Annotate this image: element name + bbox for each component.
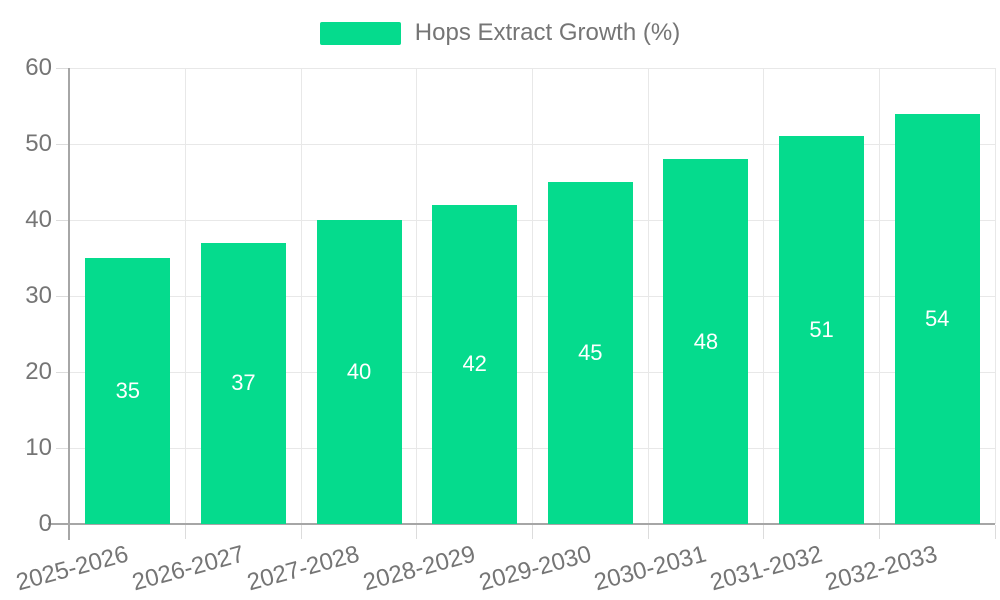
bar-value-label: 42 [462, 351, 487, 377]
x-tick-label-text: 2032-2033 [822, 540, 941, 597]
bar-value-label: 54 [924, 305, 950, 331]
bar-2031-2032[interactable]: 51 [779, 136, 865, 524]
y-tick-label: 30 [25, 282, 52, 309]
y-tick-label: 20 [25, 358, 52, 385]
gridline-vertical [647, 68, 649, 524]
y-axis-tick [56, 68, 69, 69]
bar-2026-2027[interactable]: 37 [200, 242, 286, 524]
x-axis-tick [994, 525, 996, 539]
x-axis-tick [647, 525, 649, 539]
gridline-vertical [185, 68, 187, 524]
x-axis-tick [300, 525, 302, 539]
x-axis-line [48, 523, 995, 525]
plot-area: 35 37 40 42 45 48 51 54 [48, 68, 996, 540]
bar-value-label: 51 [809, 317, 834, 343]
x-axis-tick [878, 525, 880, 539]
gridline-vertical [416, 68, 418, 524]
gridline-vertical [763, 68, 765, 524]
bar-2027-2028[interactable]: 40 [316, 220, 402, 524]
legend-item[interactable]: Hops Extract Growth (%) [0, 19, 1000, 47]
legend-label: Hops Extract Growth (%) [414, 19, 681, 46]
bar-value-label: 45 [578, 340, 603, 365]
gridline-vertical [994, 68, 996, 524]
bar-value-label: 35 [115, 378, 141, 403]
y-axis-line [68, 68, 70, 540]
legend-swatch-icon [319, 21, 401, 45]
x-axis-tick [532, 525, 533, 539]
gridline-vertical [532, 68, 533, 524]
bar-value-label: 48 [693, 328, 719, 354]
bar-2030-2031[interactable]: 48 [663, 159, 749, 524]
bar-value-label: 37 [231, 370, 256, 396]
bar-2029-2030[interactable]: 45 [547, 182, 633, 524]
y-axis-tick [56, 144, 69, 145]
y-axis-tick [56, 448, 69, 449]
bar-2025-2026[interactable]: 35 [85, 258, 171, 524]
bar-value-label: 40 [346, 359, 372, 384]
x-axis-tick [185, 525, 187, 539]
gridline-vertical [300, 68, 302, 524]
y-axis-tick [56, 296, 69, 297]
x-axis-tick [763, 525, 765, 539]
y-axis-tick [56, 220, 69, 221]
gridline-vertical [878, 68, 880, 524]
x-axis-tick [416, 525, 418, 539]
bar-2032-2033[interactable]: 54 [894, 113, 980, 524]
y-tick-label: 50 [25, 130, 52, 157]
x-tick-label: 2032-2033 [687, 539, 941, 596]
y-tick-label: 0 [38, 510, 52, 537]
bar-2028-2029[interactable]: 42 [432, 204, 518, 524]
y-tick-label: 10 [25, 434, 52, 461]
y-tick-label: 40 [25, 206, 52, 233]
y-tick-label: 60 [25, 54, 52, 81]
y-axis-tick [56, 372, 69, 373]
